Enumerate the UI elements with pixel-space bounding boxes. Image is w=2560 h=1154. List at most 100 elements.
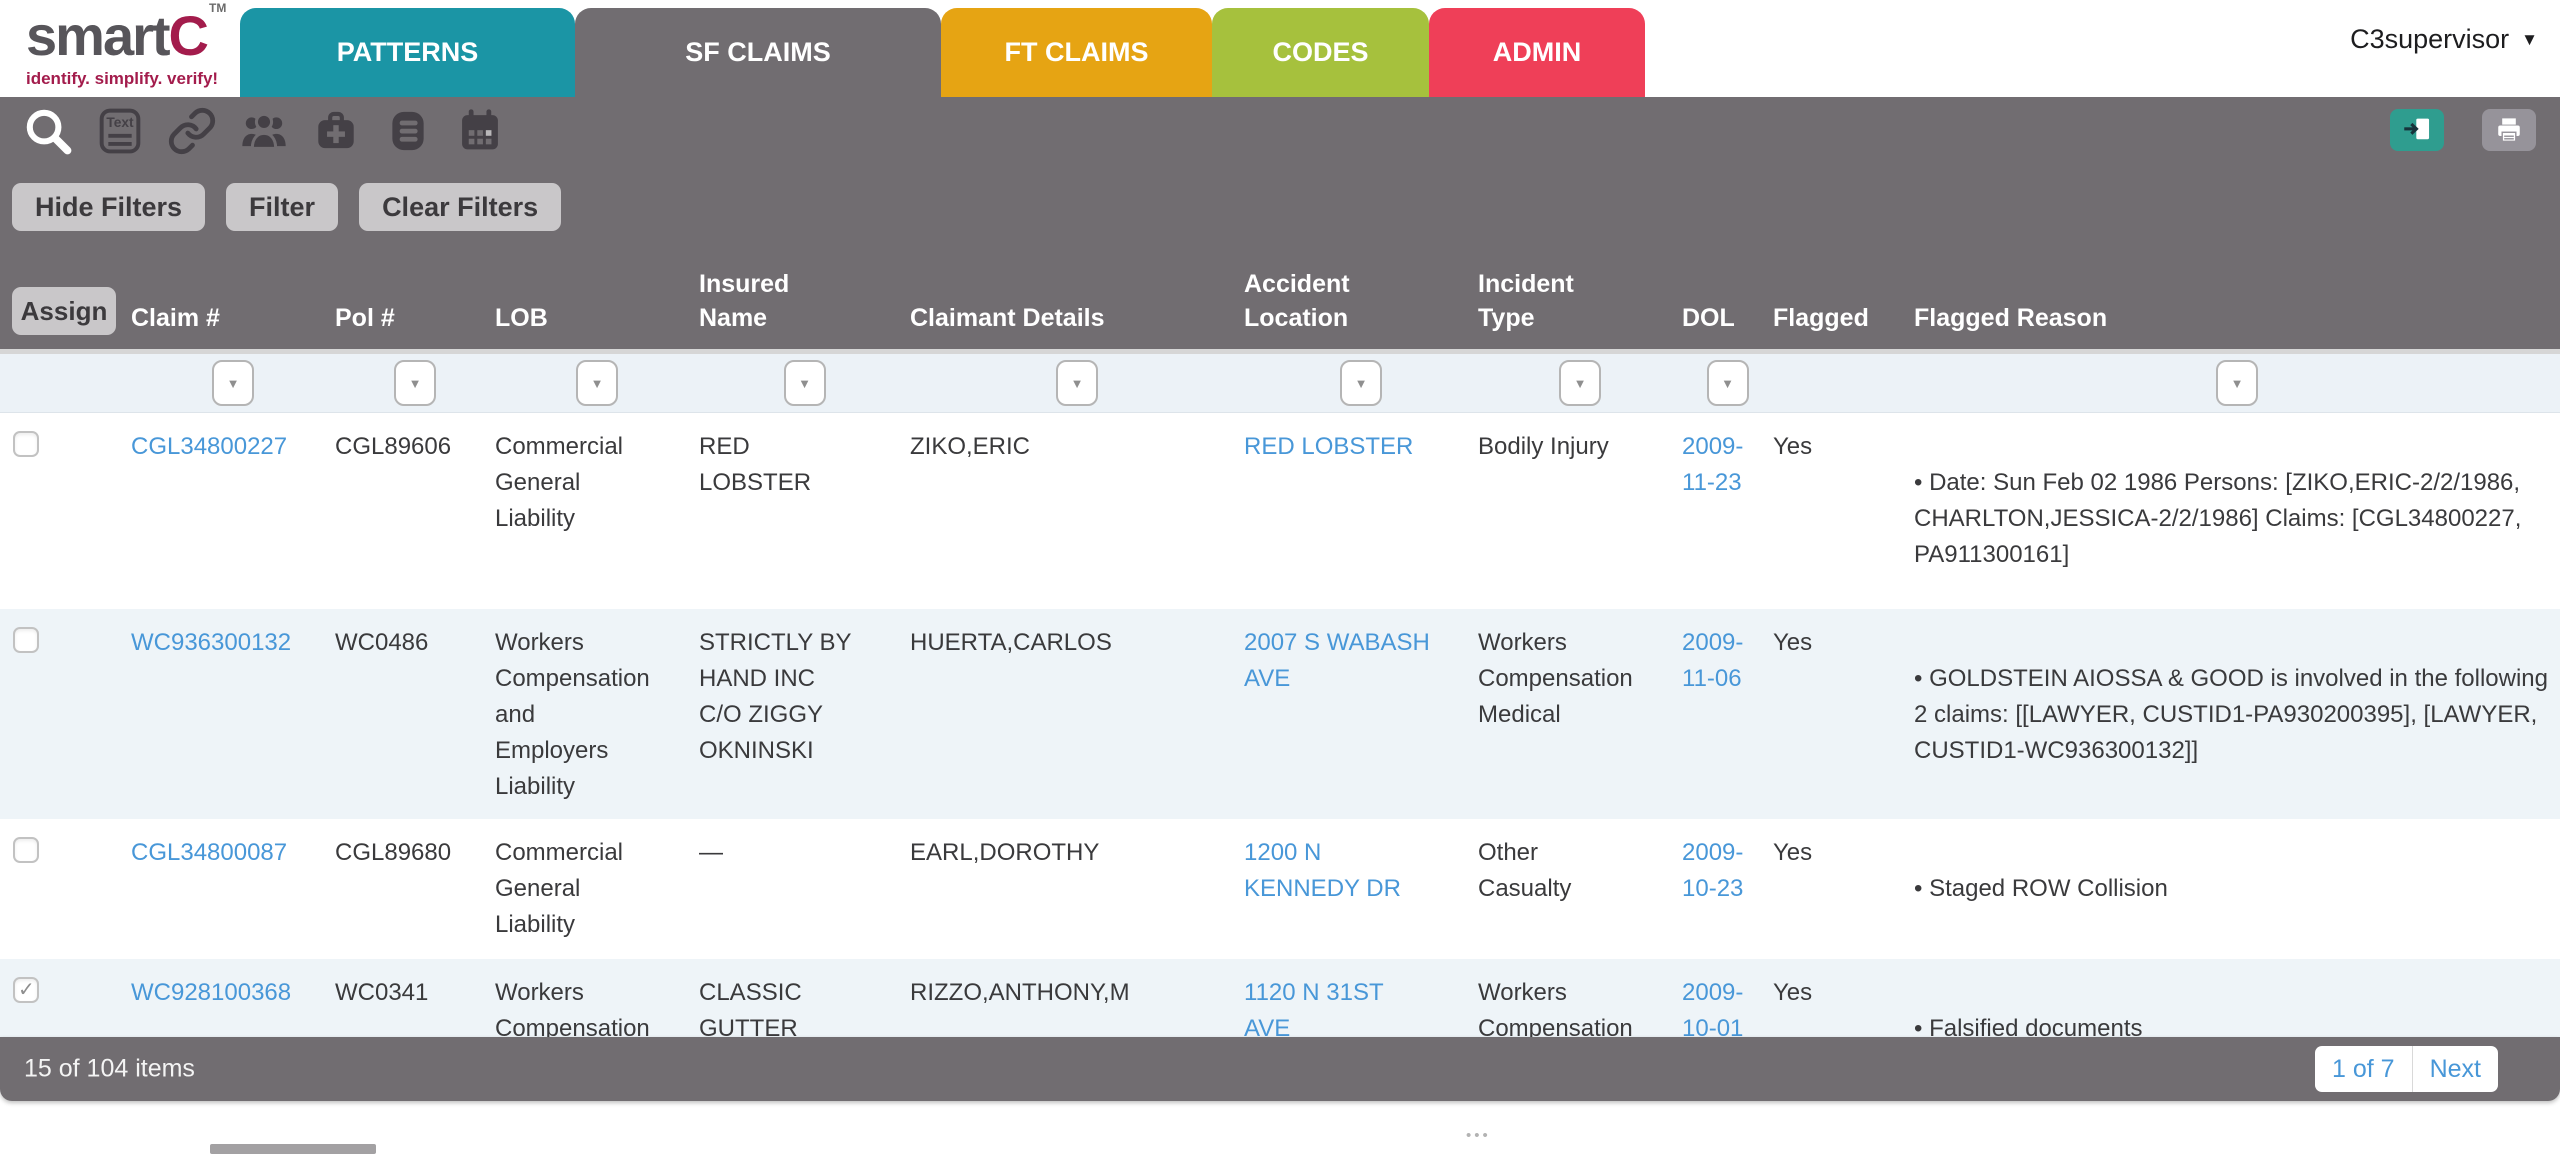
user-menu[interactable]: C3supervisor ▼ [2350, 24, 2538, 55]
accident-location-link[interactable]: 1120 N 31ST AVE [1244, 979, 1384, 1037]
insured-name: CLASSIC GUTTER COMPANY INC [699, 959, 910, 1037]
pol-number: WC0341 [335, 959, 495, 1037]
brand-tagline: identify. simplify. verify! [26, 70, 224, 87]
row-checkbox[interactable] [13, 837, 39, 863]
dol-filter-dropdown[interactable]: ▼ [1707, 360, 1749, 406]
brand-word: smart [26, 4, 169, 67]
dol-link[interactable]: 2009- 11-06 [1682, 629, 1743, 692]
claim-filter-dropdown[interactable]: ▼ [212, 360, 254, 406]
people-icon[interactable] [238, 105, 290, 157]
accident-filter-dropdown[interactable]: ▼ [1340, 360, 1382, 406]
link-icon[interactable] [166, 105, 218, 157]
incident-type: Other Casualty [1478, 819, 1682, 959]
flagged-reasons: Staged ROW Collision [1914, 819, 2560, 959]
user-name: C3supervisor [2350, 24, 2509, 55]
assign-button[interactable]: Assign [12, 287, 116, 335]
row-checkbox[interactable] [13, 627, 39, 653]
clear-filters-button[interactable]: Clear Filters [359, 183, 561, 231]
dropdown-arrow-icon: ▼ [1355, 377, 1368, 390]
accident-location-link[interactable]: 2007 S WABASH AVE [1244, 629, 1430, 692]
table-footer: 15 of 104 items 1 of 7 Next [0, 1037, 2560, 1101]
pol-number: CGL89680 [335, 819, 495, 959]
pol-number: CGL89606 [335, 413, 495, 609]
claimant-details: EARL,DOROTHY [910, 819, 1244, 959]
lob: Workers Compensation and Employers Liabi… [495, 609, 699, 819]
claim-link[interactable]: WC936300132 [131, 629, 291, 656]
header: smartCTM identify. simplify. verify! PAT… [0, 0, 2560, 97]
dol-link[interactable]: 2009- 10-23 [1682, 839, 1743, 902]
flagged-reason-item: Staged ROW Collision [1914, 871, 2548, 907]
clipped-dots-fragment: ••• [1466, 1127, 1491, 1144]
lob-filter-dropdown[interactable]: ▼ [576, 360, 618, 406]
accident-location-link[interactable]: RED LOBSTER [1244, 433, 1413, 460]
lob: Commercial General Liability [495, 819, 699, 959]
row-checkbox[interactable] [13, 977, 39, 1003]
report-export-icon[interactable] [2390, 109, 2444, 151]
dol-link[interactable]: 2009- 11-23 [1682, 433, 1743, 496]
tab-sf-claims[interactable]: SF CLAIMS [575, 8, 941, 97]
table-header-row: Assign Claim # Pol # LOB Insured Name Cl… [0, 267, 2560, 349]
claims-table-body: CGL34800227 CGL89606 Commercial General … [0, 413, 2560, 1037]
flagged-value: Yes [1773, 959, 1914, 1037]
medical-bag-icon[interactable] [310, 105, 362, 157]
tab-admin[interactable]: ADMIN [1429, 8, 1645, 97]
dol-link[interactable]: 2009- 10-01 [1682, 979, 1743, 1037]
filter-button[interactable]: Filter [226, 183, 338, 231]
dropdown-arrow-icon: ▼ [1071, 377, 1084, 390]
dropdown-arrow-icon: ▼ [2231, 377, 2244, 390]
pol-number: WC0486 [335, 609, 495, 819]
hide-filters-button[interactable]: Hide Filters [12, 183, 205, 231]
col-header-lob: LOB [495, 301, 699, 335]
incident-type: Workers Compensation Indemnity [1478, 959, 1682, 1037]
calendar-icon[interactable] [454, 105, 506, 157]
toolbar: Text [0, 97, 2560, 349]
insured-filter-dropdown[interactable]: ▼ [784, 360, 826, 406]
next-page-button[interactable]: Next [2412, 1046, 2498, 1092]
accident-location-link[interactable]: 1200 N KENNEDY DR [1244, 839, 1401, 902]
tab-ft-claims[interactable]: FT CLAIMS [941, 8, 1212, 97]
lob: Commercial General Liability [495, 413, 699, 609]
pol-filter-dropdown[interactable]: ▼ [394, 360, 436, 406]
flagged-reason-item: Date: Sun Feb 02 1986 Persons: [ZIKO,ERI… [1914, 465, 2548, 573]
brand-logo: smartCTM identify. simplify. verify! [26, 8, 224, 87]
page-indicator[interactable]: 1 of 7 [2315, 1046, 2412, 1092]
text-note-icon[interactable]: Text [94, 105, 146, 157]
dropdown-arrow-icon: ▼ [227, 377, 240, 390]
row-checkbox[interactable] [13, 431, 39, 457]
print-icon[interactable] [2482, 109, 2536, 151]
incident-type: Bodily Injury [1478, 413, 1682, 609]
flagged-value: Yes [1773, 819, 1914, 959]
flagged-value: Yes [1773, 609, 1914, 819]
tab-patterns[interactable]: PATTERNS [240, 8, 575, 97]
claim-link[interactable]: CGL34800087 [131, 839, 287, 866]
claimant-details: HUERTA,CARLOS [910, 609, 1244, 819]
flagged-reasons: GOLDSTEIN AIOSSA & GOOD is involved in t… [1914, 609, 2560, 819]
flagged-value: Yes [1773, 413, 1914, 609]
claim-link[interactable]: WC928100368 [131, 979, 291, 1006]
dropdown-arrow-icon: ▼ [1721, 377, 1734, 390]
reason-filter-dropdown[interactable]: ▼ [2216, 360, 2258, 406]
clipped-element-fragment [210, 1144, 376, 1154]
col-header-flagged: Flagged [1773, 301, 1914, 335]
chevron-down-icon: ▼ [2521, 30, 2538, 50]
column-filter-row: ▼ ▼ ▼ ▼ ▼ ▼ ▼ ▼ ▼ [0, 349, 2560, 413]
claimant-details: ZIKO,ERIC [910, 413, 1244, 609]
brand-accent: C [169, 4, 207, 67]
col-header-dol: DOL [1682, 301, 1773, 335]
brand-tm: TM [209, 1, 226, 15]
col-header-reason: Flagged Reason [1914, 301, 2560, 335]
tab-codes[interactable]: CODES [1212, 8, 1429, 97]
claim-link[interactable]: CGL34800227 [131, 433, 287, 460]
incident-filter-dropdown[interactable]: ▼ [1559, 360, 1601, 406]
col-header-accident: Accident Location [1244, 267, 1478, 335]
dropdown-arrow-icon: ▼ [591, 377, 604, 390]
claimant-filter-dropdown[interactable]: ▼ [1056, 360, 1098, 406]
col-header-claim: Claim # [131, 301, 335, 335]
col-header-pol: Pol # [335, 301, 495, 335]
insured-name: STRICTLY BY HAND INC C/O ZIGGY OKNINSKI [699, 609, 910, 819]
table-row: CGL34800227 CGL89606 Commercial General … [0, 413, 2560, 609]
pagination: 1 of 7 Next [2315, 1046, 2498, 1092]
search-icon[interactable] [22, 105, 74, 157]
list-icon[interactable] [382, 105, 434, 157]
insured-name: RED LOBSTER [699, 413, 910, 609]
